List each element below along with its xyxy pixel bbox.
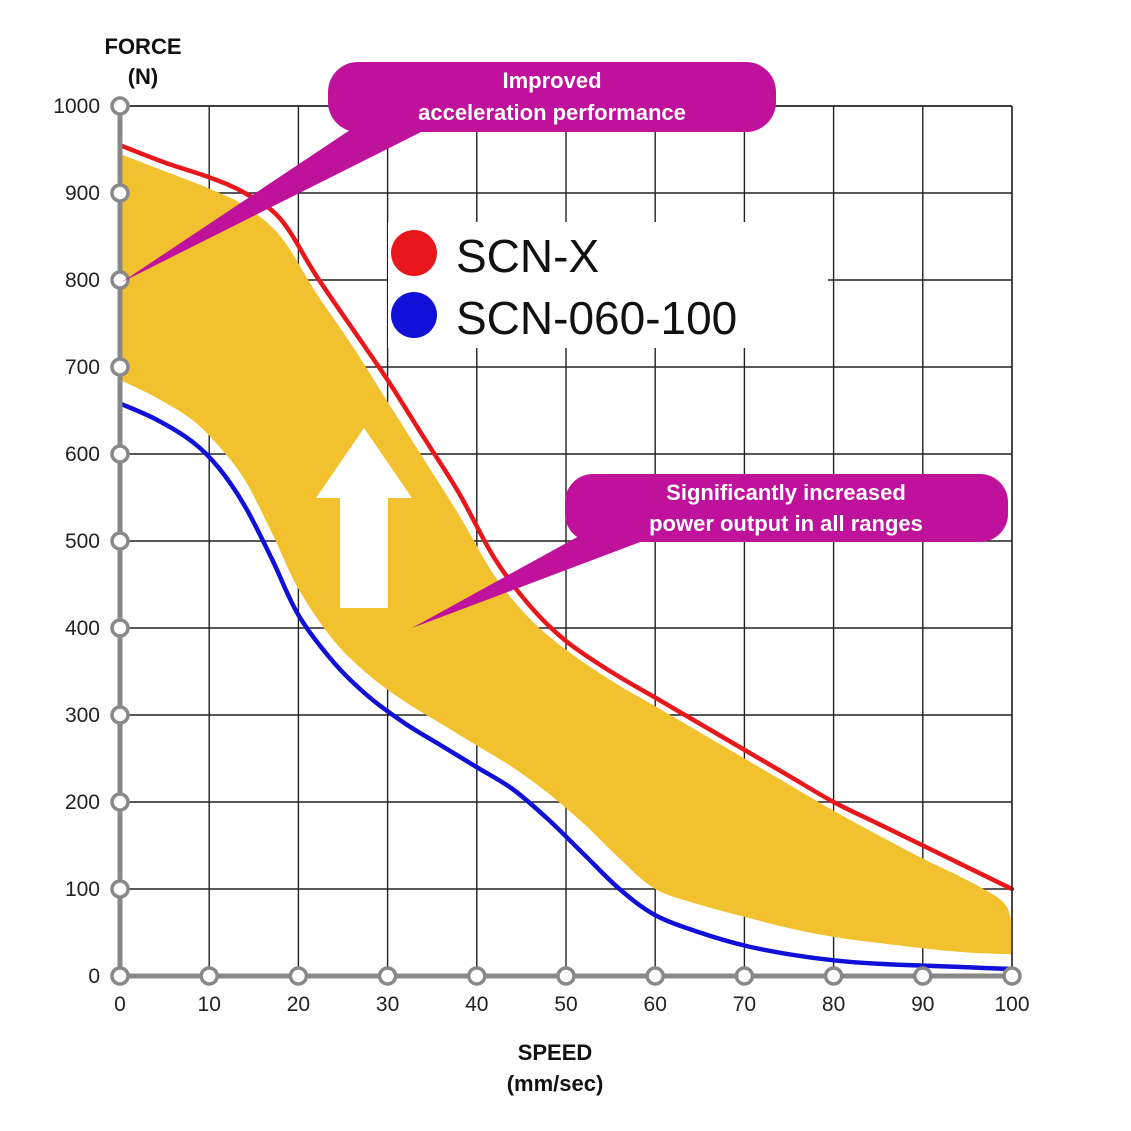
x-tick-label: 10 (198, 993, 221, 1016)
improvement-band (120, 153, 1012, 955)
x-tick-label: 50 (554, 993, 577, 1016)
y-tick-marker (110, 879, 130, 899)
y-axis-title-line1: FORCE (105, 34, 182, 59)
x-tick-label: 60 (644, 993, 667, 1016)
x-tick-label: 0 (114, 993, 126, 1016)
y-tick-label: 100 (65, 878, 100, 901)
callout-power-line2: power output in all ranges (649, 511, 923, 536)
y-tick-marker (110, 96, 130, 116)
callout-power: Significantly increased power output in … (412, 474, 1008, 628)
y-tick-label: 300 (65, 704, 100, 727)
axes: 0 100 200 300 400 500 600 700 800 900 1000 0 10 20 30 4… (53, 95, 1029, 1016)
x-tick-label: 40 (465, 993, 488, 1016)
callout-pointer (122, 120, 445, 282)
y-tick-label: 700 (65, 356, 100, 379)
callout-pointer (412, 530, 672, 628)
legend-marker-scn-060-100 (391, 292, 437, 338)
y-tick-marker (110, 357, 130, 377)
x-tick-label: 80 (822, 993, 845, 1016)
callout-box (565, 474, 1008, 542)
y-tick-marker (110, 183, 130, 203)
callout-acceleration-line2: acceleration performance (418, 100, 686, 125)
legend-background (388, 222, 828, 348)
x-tick-marker (467, 966, 487, 986)
series-lines (117, 142, 1015, 972)
y-tick-label: 200 (65, 791, 100, 814)
x-tick-marker (377, 966, 398, 986)
x-tick-label: 20 (287, 993, 310, 1016)
x-tick-marker (913, 966, 933, 986)
y-tick-marker (110, 618, 130, 638)
y-axis-title-line2: (N) (128, 64, 159, 89)
x-tick-marker (110, 966, 130, 986)
callout-box (328, 62, 776, 132)
legend-marker-scn-x (391, 230, 437, 276)
legend-label-scn-060-100: SCN-060-100 (456, 292, 737, 344)
y-tick-label: 500 (65, 530, 100, 553)
series-line-scn-060-100 (117, 401, 1015, 972)
x-tick-marker (645, 966, 665, 986)
y-tick-label: 1000 (53, 95, 100, 118)
up-arrow-icon (316, 428, 412, 608)
x-tick-marker (823, 966, 844, 986)
y-tick-label: 800 (65, 269, 100, 292)
legend-label-scn-x: SCN-X (456, 230, 599, 282)
x-tick-marker (288, 966, 309, 986)
y-tick-label: 600 (65, 443, 100, 466)
y-tick-marker (110, 444, 130, 464)
x-tick-marker (556, 966, 576, 986)
y-tick-label: 400 (65, 617, 100, 640)
x-tick-label: 100 (994, 993, 1029, 1016)
callout-acceleration-line1: Improved (502, 68, 601, 93)
y-tick-marker (110, 531, 130, 551)
x-tick-marker (734, 966, 755, 986)
x-tick-marker (1002, 966, 1022, 986)
legend: SCN-X SCN-060-100 (388, 222, 828, 348)
x-axis-title-line2: (mm/sec) (507, 1071, 604, 1096)
axis-titles: FORCE (N) SPEED (mm/sec) (105, 34, 604, 1096)
x-tick-label: 30 (376, 993, 399, 1016)
y-tick-marker (110, 792, 130, 812)
y-tick-label: 0 (88, 965, 100, 988)
callout-power-line1: Significantly increased (666, 480, 906, 505)
y-tick-label: 900 (65, 182, 100, 205)
callout-acceleration: Improved acceleration performance (122, 62, 776, 282)
y-tick-marker (110, 270, 130, 290)
improvement-band-area (120, 153, 1012, 955)
x-tick-label: 90 (911, 993, 934, 1016)
x-tick-label: 70 (733, 993, 756, 1016)
series-line-scn-x (117, 142, 1015, 892)
y-tick-marker (110, 705, 130, 725)
x-axis-title-line1: SPEED (518, 1040, 593, 1065)
callouts: Improved acceleration performance Signif… (122, 62, 1008, 628)
x-tick-marker (199, 966, 219, 986)
